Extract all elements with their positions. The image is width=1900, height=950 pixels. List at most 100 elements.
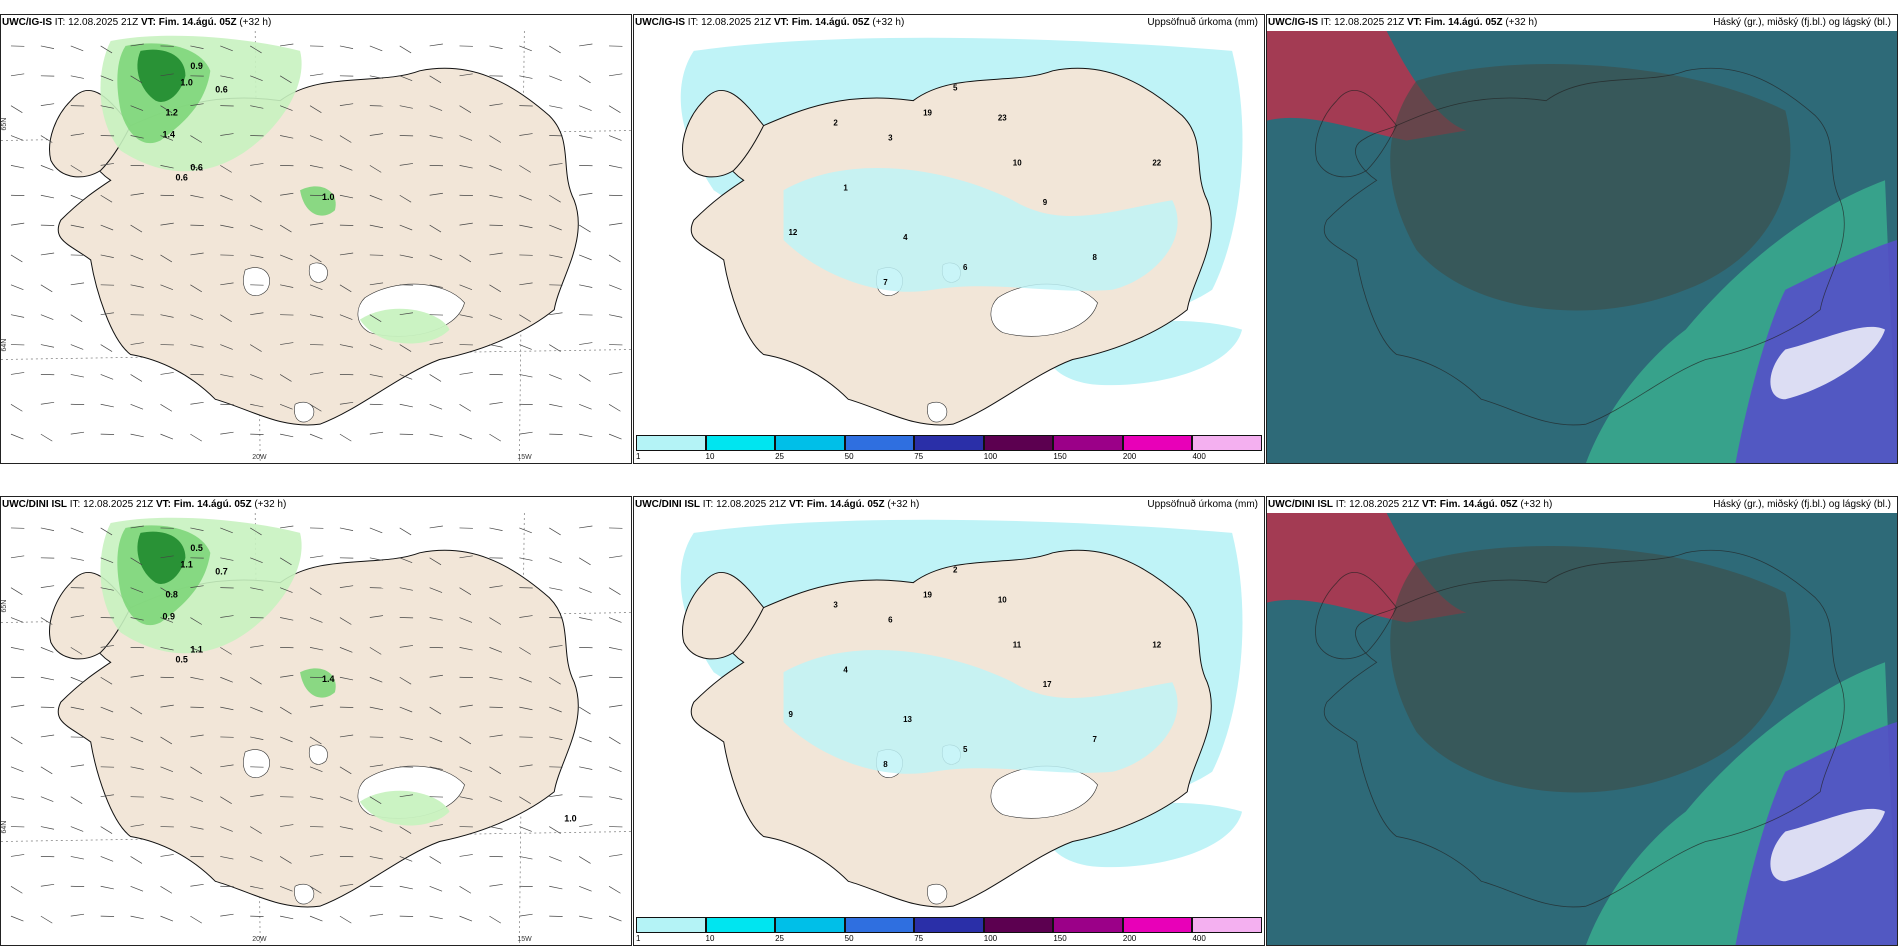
precip-value-label: 0.6 bbox=[190, 162, 202, 172]
wind-barb bbox=[190, 617, 202, 625]
wind-barb bbox=[250, 915, 264, 917]
wind-barb bbox=[40, 676, 55, 681]
wind-barb bbox=[579, 736, 592, 743]
wind-barb bbox=[10, 194, 25, 196]
wind-barb bbox=[549, 75, 562, 82]
wind-barb bbox=[339, 433, 352, 442]
panel-header: UWC/DINI ISL IT: 12.08.2025 21Z VT: Fim.… bbox=[1268, 497, 1893, 513]
wind-barb bbox=[100, 374, 114, 380]
wind-barb bbox=[609, 704, 623, 708]
precip-value-label: 2 bbox=[953, 566, 958, 575]
init-time: IT: 12.08.2025 21Z bbox=[1335, 499, 1420, 510]
colorbar-tick: 100 bbox=[983, 934, 998, 943]
wind-barb bbox=[609, 344, 623, 346]
colorbar-tick: 150 bbox=[1053, 452, 1067, 461]
wind-barb bbox=[549, 163, 563, 166]
wind-barb bbox=[220, 165, 232, 173]
wind-barb bbox=[519, 105, 533, 107]
wind-barb bbox=[579, 433, 593, 438]
wind-barb bbox=[250, 826, 262, 834]
wind-barb bbox=[489, 617, 502, 625]
panel-wind-dini: UWC/DINI ISL IT: 12.08.2025 21Z VT: Fim.… bbox=[0, 496, 632, 946]
wind-barb bbox=[459, 796, 473, 800]
wind-barb bbox=[609, 854, 623, 857]
wind-barb bbox=[549, 284, 563, 286]
wind-barb bbox=[160, 555, 174, 559]
wind-barb bbox=[579, 314, 593, 316]
wind-barb bbox=[10, 885, 23, 894]
wind-barb bbox=[549, 706, 562, 713]
init-time: IT: 12.08.2025 21Z bbox=[69, 499, 154, 510]
map-area[interactable]: 0.5 1.1 0.7 0.8 0.9 1.1 0.5 1.4 1.0 65N 64N 20W 15W bbox=[1, 513, 631, 945]
wind-barb bbox=[250, 766, 264, 768]
wind-barb bbox=[190, 45, 204, 49]
model-name: UWC/DINI ISL bbox=[1268, 499, 1333, 510]
wind-barb bbox=[160, 344, 174, 346]
longitude-label: 15W bbox=[517, 454, 532, 461]
map-area[interactable] bbox=[1267, 31, 1897, 463]
panel-header: UWC/IG-IS IT: 12.08.2025 21Z VT: Fim. 14… bbox=[635, 15, 1260, 31]
precip-value-label: 1.1 bbox=[180, 560, 192, 570]
wind-barb bbox=[10, 647, 25, 651]
wind-barb bbox=[549, 527, 561, 536]
wind-barb bbox=[459, 527, 473, 529]
colorbar-tick: 200 bbox=[1122, 452, 1137, 461]
wind-barb bbox=[399, 163, 414, 166]
wind-barb bbox=[429, 284, 443, 288]
wind-barb bbox=[100, 766, 115, 768]
wind-barb bbox=[279, 557, 292, 566]
glacier bbox=[243, 749, 270, 778]
wind-barb bbox=[130, 192, 144, 196]
map-area[interactable] bbox=[1267, 513, 1897, 945]
wind-barb bbox=[519, 706, 533, 711]
precip-colorbar: 1 10 25 50 75 100 150 200 400 bbox=[636, 435, 1262, 461]
wind-barb bbox=[339, 647, 353, 653]
wind-barb bbox=[160, 915, 174, 922]
wind-barb bbox=[339, 374, 354, 376]
wind-barb bbox=[579, 192, 593, 196]
map-area[interactable]: 0.9 1.0 0.6 1.2 1.4 0.6 0.6 1.0 65N 64N 20W 15W bbox=[1, 31, 631, 463]
wind-barb bbox=[339, 883, 354, 887]
wind-barb bbox=[280, 165, 294, 167]
iceland-coastline bbox=[1323, 67, 1845, 426]
wind-barb bbox=[250, 374, 263, 380]
wind-barb bbox=[100, 254, 114, 258]
precip-value-label: 19 bbox=[923, 591, 932, 600]
wind-barb bbox=[549, 885, 563, 890]
cloud-layers bbox=[1267, 31, 1897, 463]
wind-barb bbox=[279, 403, 293, 410]
wind-barb bbox=[220, 856, 234, 860]
wind-barb bbox=[369, 45, 383, 52]
wind-barb bbox=[40, 45, 55, 49]
wind-barb bbox=[130, 856, 143, 864]
wind-barb bbox=[489, 135, 502, 143]
wind-barb bbox=[130, 766, 144, 770]
wind-barb bbox=[429, 192, 443, 196]
wind-barb bbox=[309, 433, 323, 440]
precip-value-label: 7 bbox=[883, 278, 888, 287]
wind-barb bbox=[70, 45, 84, 52]
colorbar-tick: 75 bbox=[914, 934, 924, 943]
panel-cloud-igis: UWC/IG-IS IT: 12.08.2025 21Z VT: Fim. 14… bbox=[1266, 14, 1898, 464]
wind-barb bbox=[160, 647, 174, 651]
lead-time: (+32 h) bbox=[239, 17, 272, 28]
wind-barb bbox=[578, 706, 591, 715]
cloud-map-svg bbox=[1267, 513, 1897, 945]
precip-shading bbox=[100, 517, 450, 826]
map-area[interactable]: 2 3 6 4 13 19 10 11 17 12 7 5 8 9 bbox=[634, 513, 1264, 945]
wind-barb bbox=[339, 165, 353, 171]
precip-value-label: 1.0 bbox=[322, 192, 334, 202]
wind-barb bbox=[160, 527, 174, 529]
map-area[interactable]: 5 2 3 1 4 19 23 10 9 22 8 6 7 12 bbox=[634, 31, 1264, 463]
wind-barb bbox=[100, 135, 115, 137]
wind-barb bbox=[309, 854, 324, 857]
wind-barb bbox=[220, 764, 234, 768]
wind-barb bbox=[489, 45, 503, 49]
precip-inland bbox=[783, 649, 1178, 774]
wind-barb bbox=[160, 587, 173, 595]
model-name: UWC/DINI ISL bbox=[635, 499, 700, 510]
wind-barb bbox=[549, 617, 563, 619]
wind-barb bbox=[489, 706, 503, 708]
wind-barb bbox=[459, 617, 473, 623]
